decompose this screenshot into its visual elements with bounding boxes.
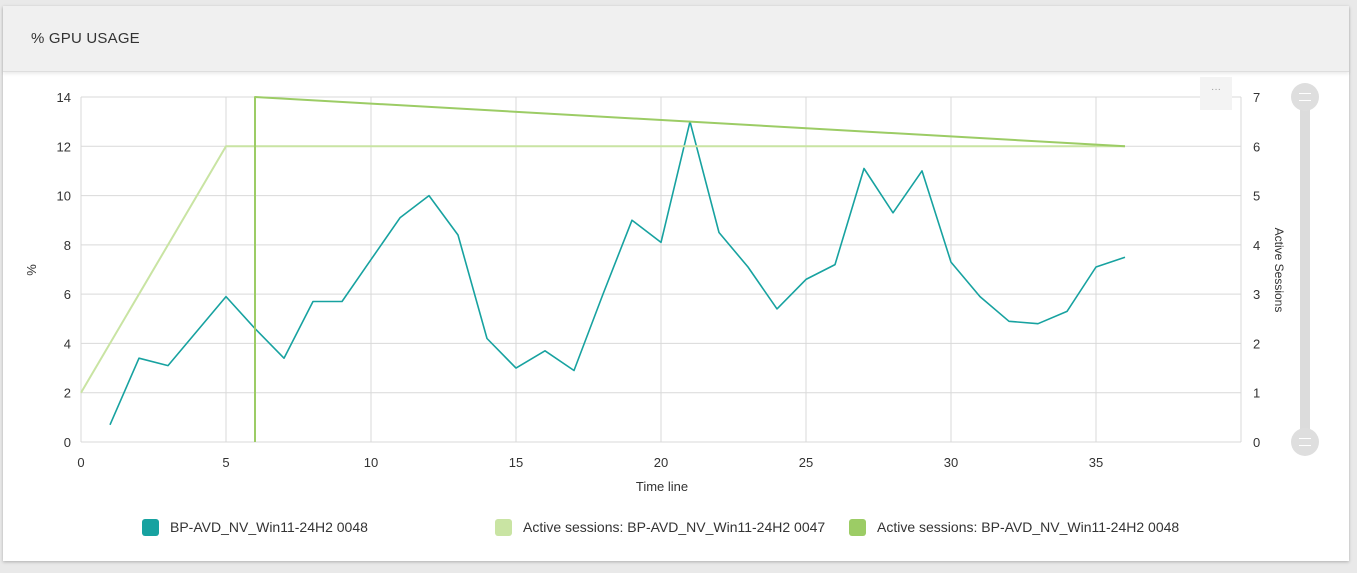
x-tick-label: 0 <box>77 455 84 470</box>
page-title: % GPU USAGE <box>31 30 140 47</box>
y-tick-label: 0 <box>64 435 71 450</box>
series-lines[interactable] <box>80 96 1126 442</box>
legend-label: BP-AVD_NV_Win11-24H2 0048 <box>170 519 368 535</box>
x-tick-label: 35 <box>1089 455 1103 470</box>
y2-axis-label: Active Sessions <box>1272 228 1286 313</box>
x-tick-label: 10 <box>364 455 378 470</box>
gpu-usage-card: % GPU USAGE 0 2 4 6 8 10 12 14 0 1 2 3 4 5 6 7 0 5 10 15 20 2… <box>3 6 1349 561</box>
x-axis-label: Time line <box>636 479 688 494</box>
zoom-scrollbar-track[interactable] <box>1300 97 1310 442</box>
x-tick-label: 25 <box>799 455 813 470</box>
chart-menu-button[interactable]: ··· <box>1200 77 1232 110</box>
legend-label: Active sessions: BP-AVD_NV_Win11-24H2 00… <box>877 519 1180 535</box>
legend-label: Active sessions: BP-AVD_NV_Win11-24H2 00… <box>523 519 826 535</box>
y2-tick-label: 1 <box>1253 386 1260 401</box>
x-tick-label: 30 <box>944 455 958 470</box>
card-header: % GPU USAGE <box>3 6 1349 72</box>
y-tick-label: 2 <box>64 386 71 401</box>
legend-swatch-gpu-0048 <box>142 519 159 536</box>
y-tick-label: 12 <box>57 139 71 154</box>
y-tick-label: 8 <box>64 238 71 253</box>
x-tick-label: 5 <box>222 455 229 470</box>
y2-tick-label: 5 <box>1253 189 1260 204</box>
y2-tick-label: 0 <box>1253 435 1260 450</box>
y2-tick-label: 4 <box>1253 238 1260 253</box>
y-tick-label: 10 <box>57 189 71 204</box>
series-line-2[interactable] <box>254 96 1126 442</box>
y-tick-label: 14 <box>57 90 71 105</box>
series-line-0[interactable] <box>109 120 1126 426</box>
y-tick-label: 6 <box>64 287 71 302</box>
y-tick-label: 4 <box>64 336 71 351</box>
y2-tick-label: 2 <box>1253 336 1260 351</box>
series-line-1[interactable] <box>80 145 1125 394</box>
y2-tick-label: 6 <box>1253 139 1260 154</box>
zoom-handle-top[interactable] <box>1291 83 1319 111</box>
y2-tick-label: 7 <box>1253 90 1260 105</box>
legend-swatch-sessions-0047 <box>495 519 512 536</box>
x-tick-label: 20 <box>654 455 668 470</box>
zoom-handle-bottom[interactable] <box>1291 428 1319 456</box>
legend-swatch-sessions-0048 <box>849 519 866 536</box>
x-tick-label: 15 <box>509 455 523 470</box>
y-axis-label: % <box>24 264 39 276</box>
y2-tick-label: 3 <box>1253 287 1260 302</box>
